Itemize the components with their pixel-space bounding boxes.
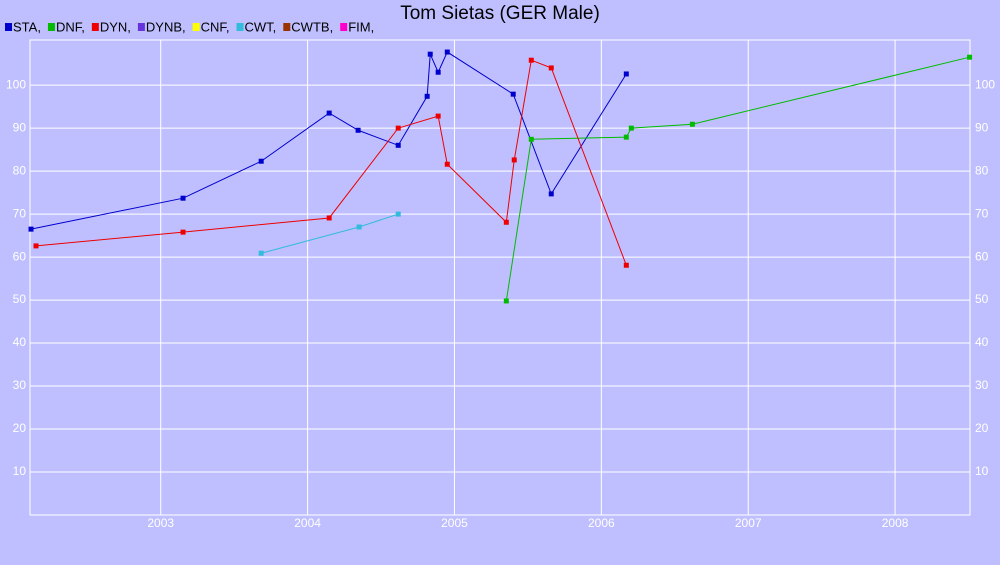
data-point xyxy=(623,71,629,77)
chart-title: Tom Sietas (GER Male) xyxy=(400,3,600,24)
data-point xyxy=(355,127,361,133)
y2-tick-label: 60 xyxy=(975,249,989,263)
data-point xyxy=(258,158,264,164)
y-tick-label: 50 xyxy=(13,292,27,306)
data-point xyxy=(395,142,401,148)
legend-label: CWTB, xyxy=(291,19,333,34)
y-tick-label: 30 xyxy=(13,378,27,392)
series-line xyxy=(505,56,970,302)
data-point xyxy=(548,65,554,71)
legend-swatch xyxy=(91,23,99,31)
x-tick-label: 2004 xyxy=(294,516,321,530)
data-point xyxy=(548,191,554,197)
legend-swatch xyxy=(5,23,12,31)
data-point xyxy=(510,91,516,97)
y2-tick-label: 50 xyxy=(975,292,989,306)
legend-label: DNF, xyxy=(56,19,85,34)
legend-label: DYN, xyxy=(100,19,131,34)
legend-swatch xyxy=(137,23,145,31)
data-point xyxy=(356,224,362,230)
data-point xyxy=(33,243,39,249)
y2-tick-label: 70 xyxy=(975,206,989,220)
legend-label: STA, xyxy=(13,19,41,34)
plot-area xyxy=(29,39,971,516)
x-tick-label: 2008 xyxy=(882,516,909,530)
y-tick-label: 90 xyxy=(13,120,27,134)
data-point xyxy=(424,93,430,99)
y-tick-label: 60 xyxy=(13,249,27,263)
legend-label: DYNB, xyxy=(146,19,186,34)
x-tick-label: 2007 xyxy=(735,516,762,530)
y2-tick-label: 90 xyxy=(975,120,989,134)
data-point xyxy=(326,215,332,221)
data-point xyxy=(689,121,695,127)
data-point xyxy=(511,157,517,163)
legend-label: CWT, xyxy=(245,19,277,34)
y-tick-label: 40 xyxy=(13,335,27,349)
x-tick-label: 2003 xyxy=(147,516,174,530)
legend-swatch xyxy=(236,23,244,31)
data-point xyxy=(967,54,973,60)
data-point xyxy=(435,69,441,75)
data-point xyxy=(395,211,401,217)
data-point xyxy=(528,136,534,142)
legend-swatch xyxy=(192,23,200,31)
y2-tick-label: 10 xyxy=(975,464,989,478)
y-tick-label: 80 xyxy=(13,163,27,177)
data-point xyxy=(623,262,629,268)
legend-label: FIM, xyxy=(348,19,374,34)
y2-tick-label: 80 xyxy=(975,163,989,177)
data-point xyxy=(427,51,433,57)
data-point xyxy=(623,134,629,140)
y-tick-label: 20 xyxy=(13,421,27,435)
data-point xyxy=(180,229,186,235)
legend-swatch xyxy=(283,23,291,31)
y-tick-label: 100 xyxy=(6,77,26,91)
data-point xyxy=(528,57,534,63)
legend-label: CNF, xyxy=(201,19,230,34)
y-tick-label: 70 xyxy=(13,206,27,220)
y2-tick-label: 100 xyxy=(975,77,995,91)
data-point xyxy=(258,250,264,256)
data-point xyxy=(503,219,509,225)
data-point xyxy=(326,110,332,116)
data-point xyxy=(503,298,509,304)
x-tick-label: 2005 xyxy=(441,516,468,530)
y2-tick-label: 30 xyxy=(975,378,989,392)
data-point xyxy=(435,113,441,119)
y-tick-label: 10 xyxy=(13,464,27,478)
data-point xyxy=(395,125,401,131)
data-point xyxy=(628,125,634,131)
data-point xyxy=(180,195,186,201)
data-point xyxy=(28,226,34,232)
data-point xyxy=(444,49,450,55)
y2-tick-label: 40 xyxy=(975,335,989,349)
legend-swatch xyxy=(340,23,348,31)
data-point xyxy=(444,161,450,167)
y2-tick-label: 20 xyxy=(975,421,989,435)
x-tick-label: 2006 xyxy=(588,516,615,530)
legend-swatch xyxy=(47,23,55,31)
